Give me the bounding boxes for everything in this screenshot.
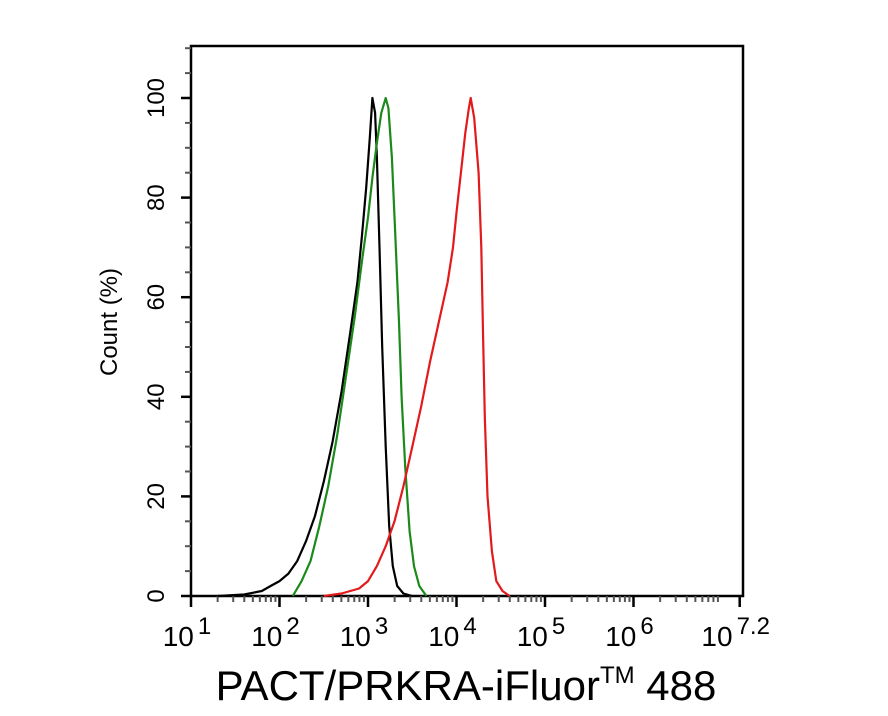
x-tick-label: 10 6	[605, 613, 654, 652]
x-axis-label-suffix: 488	[635, 662, 717, 709]
histogram-curve-0	[217, 96, 413, 598]
x-tick-label: 10 5	[517, 613, 566, 652]
y-tick-label: 40	[143, 383, 170, 410]
x-tick-label: 10 1	[163, 613, 212, 652]
x-axis-label: PACT/PRKRA-iFluorTM 488	[216, 662, 717, 709]
plot-border	[189, 44, 745, 598]
x-axis-label-superscript: TM	[600, 662, 635, 689]
y-tick-label: 80	[143, 184, 170, 211]
y-axis-ticks: 0 20 40 60 80 100	[143, 47, 191, 603]
x-axis-ticks: 10 1 10 2 10 3 10 4 10 5 10 6 10 7.2	[163, 596, 770, 652]
y-tick-label: 20	[143, 483, 170, 510]
x-tick-label: 10 4	[428, 613, 477, 652]
x-axis-label-main: PACT/PRKRA-iFluor	[216, 662, 600, 709]
plot-frame	[189, 44, 745, 598]
histogram-series	[217, 96, 511, 598]
histogram-curve-2	[323, 96, 511, 598]
x-tick-label: 10 7.2	[701, 613, 770, 652]
x-tick-label: 10 2	[251, 613, 300, 652]
x-tick-label: 10 3	[340, 613, 389, 652]
y-tick-label: 0	[143, 589, 170, 602]
y-axis-label: Count (%)	[96, 268, 123, 376]
y-tick-label: 60	[143, 284, 170, 311]
y-tick-label: 100	[143, 78, 170, 118]
